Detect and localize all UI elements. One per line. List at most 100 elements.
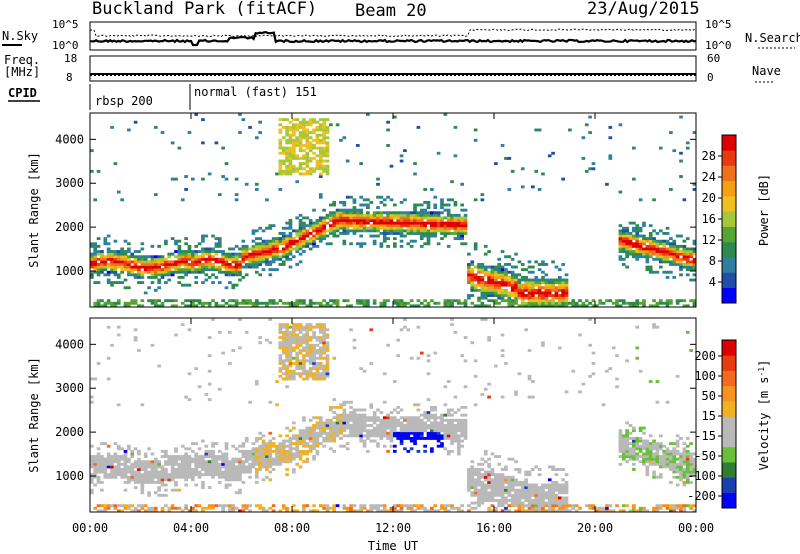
heatmap-cell [635,229,640,233]
heatmap-cell [625,229,629,233]
nave-tick-bottom: 0 [707,71,714,84]
heatmap-cell [652,460,656,464]
heatmap-cell [191,470,195,474]
heatmap-cell [342,136,347,140]
heatmap-cell [187,268,192,272]
heatmap-cell [467,468,471,471]
heatmap-cell [487,291,491,295]
heatmap-cell [231,257,236,261]
heatmap-cell [406,449,411,453]
heatmap-cell [184,242,188,246]
heatmap-cell [389,444,394,448]
heatmap-cell [480,291,485,295]
heatmap-cell [292,301,296,305]
heatmap-cell [302,361,306,365]
heatmap-cell [372,239,377,243]
heatmap-cell [376,418,380,422]
heatmap-cell [379,244,384,248]
heatmap-cell [554,291,559,295]
heatmap-cell [557,301,562,305]
heatmap-cell [591,304,596,308]
heatmap-cell [494,488,498,492]
heatmap-cell [638,250,643,253]
heatmap-cell [271,436,276,440]
heatmap-cell [382,203,387,207]
heatmap-cell [379,426,384,430]
heatmap-cell [393,380,397,383]
heatmap-cell [281,159,286,163]
heatmap-cell [517,273,522,277]
heatmap-cell [305,374,310,378]
heatmap-cell [396,211,401,215]
heatmap-cell [345,211,350,215]
heatmap-cell [662,460,666,464]
heatmap-cell [625,431,629,435]
heatmap-cell [500,333,505,337]
heatmap-cell [201,509,205,513]
heatmap-cell [632,449,636,453]
heatmap-cell [369,328,374,332]
heatmap-cell [534,281,539,285]
heatmap-cell [453,424,458,427]
heatmap-cell [382,231,387,235]
heatmap-cell [325,434,330,438]
heatmap-cell [510,493,515,497]
heatmap-cell [329,229,333,233]
heatmap-cell [507,457,512,461]
heatmap-cell [285,341,289,345]
heatmap-cell [288,455,293,458]
heatmap-cell [308,146,313,150]
heatmap-cell [103,468,108,471]
heatmap-cell [174,470,178,474]
heatmap-cell [221,470,225,474]
heatmap-cell [494,283,498,287]
heatmap-cell [191,252,195,256]
heatmap-cell [655,239,660,243]
heatmap-cell [288,356,293,360]
heatmap-cell [278,442,283,446]
heatmap-cell [665,455,670,458]
heatmap-cell [416,221,421,225]
heatmap-cell [329,424,333,427]
heatmap-cell [416,299,421,303]
heatmap-cell [261,257,266,261]
heatmap-cell [628,244,633,248]
colorbar-tick-label: 8 [709,254,716,268]
heatmap-cell [665,299,670,303]
heatmap-cell [298,141,303,145]
heatmap-cell [295,442,300,446]
heatmap-cell [682,252,687,256]
heatmap-cell [285,444,289,448]
heatmap-cell [675,374,680,378]
heatmap-cell [635,252,640,256]
heatmap-cell [90,260,94,264]
heatmap-cell [93,263,98,266]
heatmap-cell [103,237,108,241]
heatmap-cell [682,504,687,508]
heatmap-cell [399,431,404,435]
heatmap-cell [618,234,623,238]
heatmap-cell [224,265,229,269]
heatmap-cell [359,421,363,425]
heatmap-cell [308,141,313,145]
heatmap-cell [228,330,232,334]
heatmap-cell [221,304,225,308]
heatmap-cell [369,226,374,230]
heatmap-cell [248,247,252,251]
heatmap-cell [180,460,185,464]
heatmap-cell [480,265,485,269]
heatmap-cell [658,252,663,256]
heatmap-cell [130,462,135,466]
heatmap-cell [679,457,683,461]
heatmap-cell [308,123,313,127]
heatmap-cell [281,169,286,173]
heatmap-cell [133,275,138,279]
heatmap-cell [241,260,246,264]
heatmap-cell [379,226,384,230]
heatmap-cell [685,141,690,145]
heatmap-cell [504,294,508,297]
heatmap-cell [214,304,219,308]
heatmap-cell [251,250,256,253]
heatmap-cell [254,480,259,484]
heatmap-cell [241,118,246,122]
